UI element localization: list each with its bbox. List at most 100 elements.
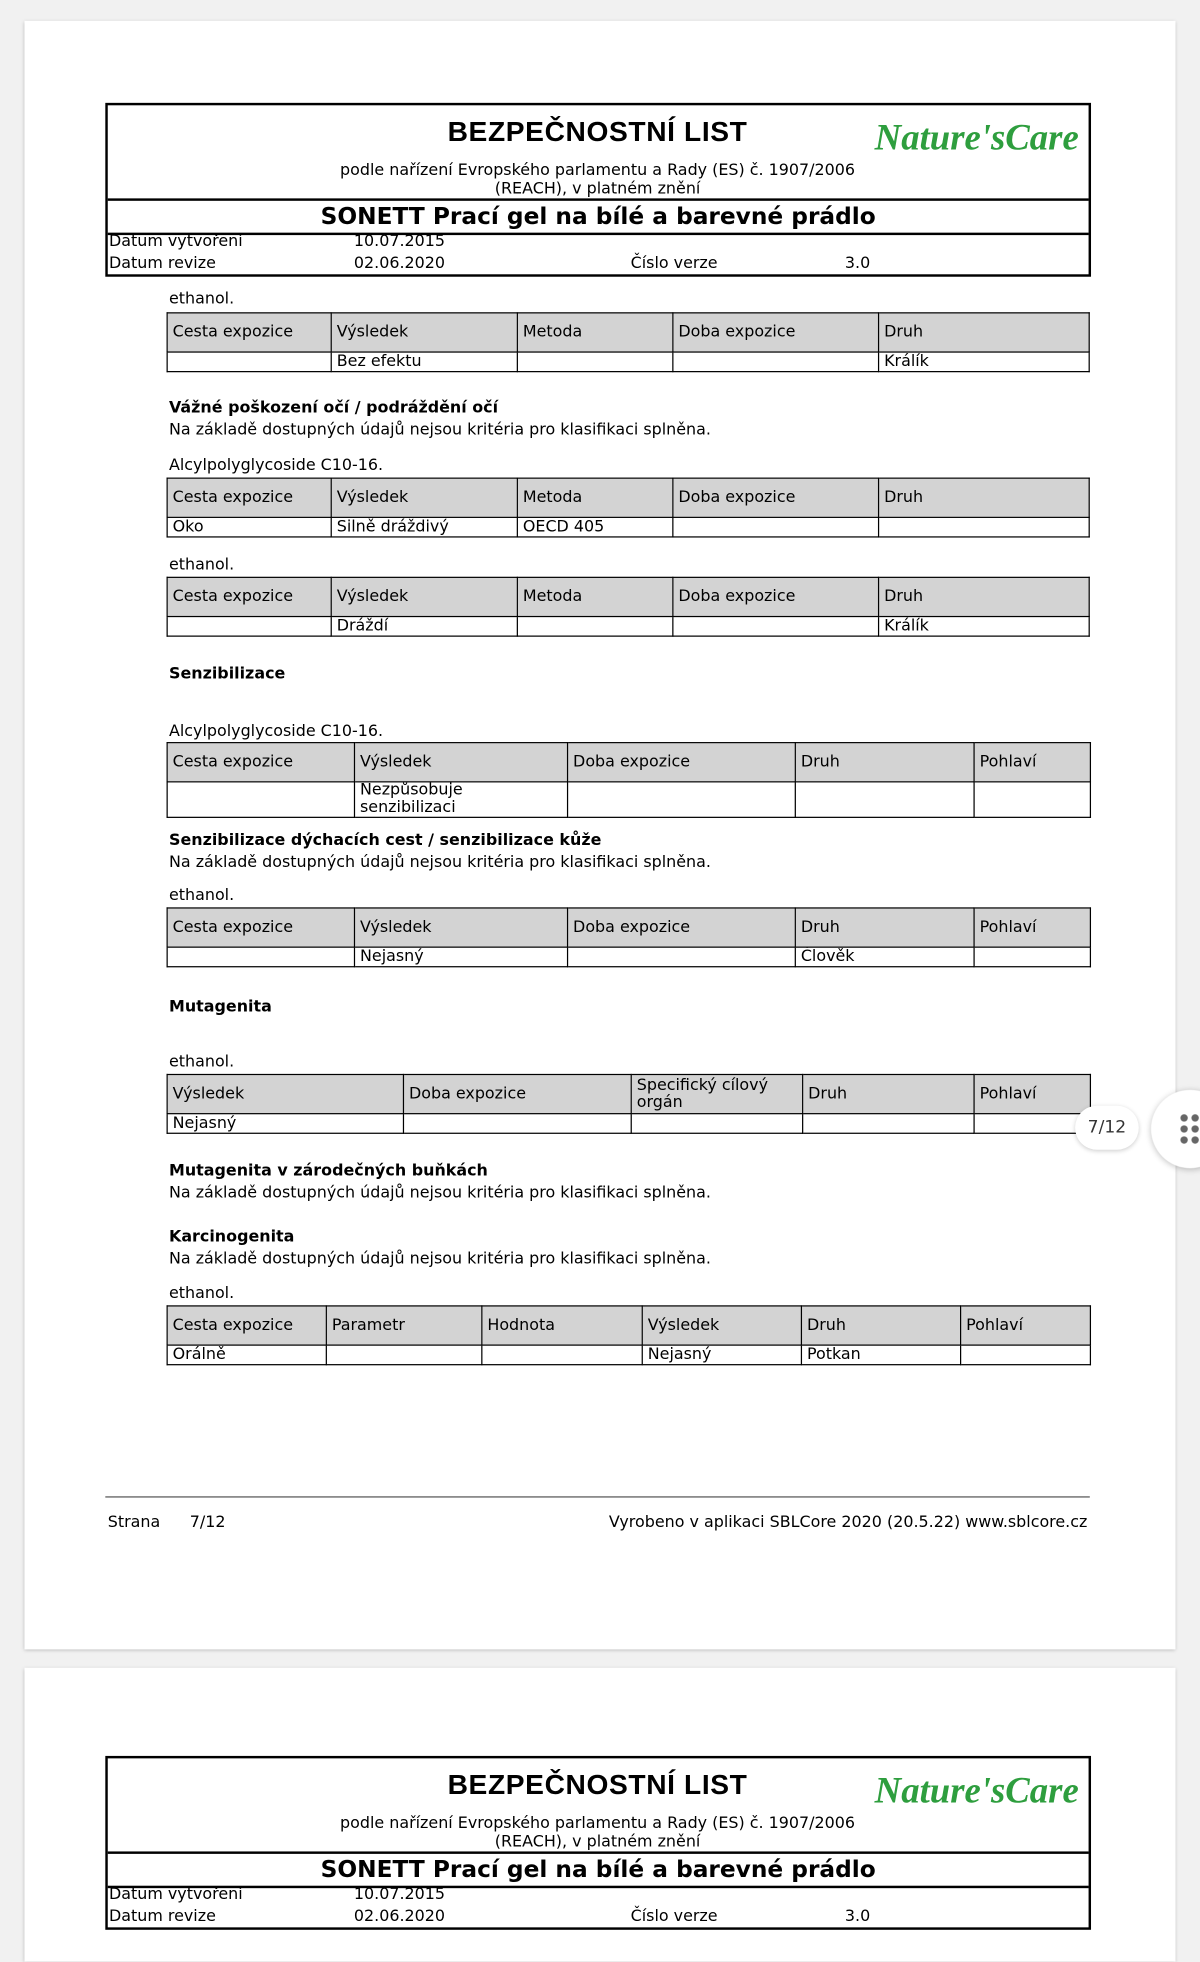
document-header: BEZPEČNOSTNÍ LIST Nature'sCare podle nař…	[105, 102, 1092, 277]
section-heading: Mutagenita	[168, 997, 272, 1017]
doc-title: BEZPEČNOSTNÍ LIST	[447, 1768, 748, 1801]
revision-label: Datum revize	[108, 1907, 216, 1927]
table-cell	[960, 1344, 1092, 1366]
doc-subtitle: podle nařízení Evropského parlamentu a R…	[340, 161, 856, 199]
doc-title: BEZPEČNOSTNÍ LIST	[447, 115, 748, 147]
table-cell: Nezpůsobuje senzibilizaci	[353, 781, 569, 818]
version-label: Číslo verze	[630, 254, 718, 274]
column-header: Doba expozice	[672, 576, 880, 618]
section-text: Na základě dostupných údajů nejsou krité…	[168, 1250, 711, 1269]
revision-date: 02.06.2020	[353, 1907, 446, 1927]
column-header: Pohlaví	[960, 1305, 1092, 1346]
section-text: ethanol.	[168, 555, 235, 575]
tox-table: Cesta expozice Výsledek Doba expozice Druh P…	[166, 907, 1092, 968]
section-text: Alcylpolyglycoside C10-16.	[168, 456, 384, 476]
revision-label: Datum revize	[108, 254, 216, 274]
column-header: Cesta expozice	[166, 742, 356, 783]
section-heading: Mutagenita v zárodečných buňkách	[168, 1162, 488, 1181]
column-header: Druh	[877, 576, 1090, 618]
table-row: Nejasný Člověk	[166, 946, 1092, 968]
header-row: Výsledek Doba expozice Specifický cílový o…	[166, 1073, 1092, 1115]
created-label: Datum vytvoření	[108, 232, 243, 252]
section-text: Na základě dostupných údajů nejsou krité…	[168, 853, 711, 872]
column-header: Výsledek	[330, 477, 518, 518]
column-header: Doba expozice	[566, 742, 796, 783]
column-header: Výsledek	[641, 1305, 803, 1346]
column-header: Druh	[877, 312, 1090, 353]
column-header: Parametr	[325, 1305, 483, 1346]
section-text: Na základě dostupných údajů nejsou krité…	[168, 421, 711, 440]
column-header: Druh	[794, 742, 975, 783]
table-cell: Králík	[877, 615, 1090, 637]
table-cell	[672, 516, 880, 538]
header-row: Cesta expozice Výsledek Metoda Doba expozic…	[166, 312, 1090, 353]
doc-subtitle: podle nařízení Evropského parlamentu a R…	[340, 1814, 856, 1852]
table-cell	[566, 946, 796, 968]
table-cell	[325, 1344, 483, 1366]
page-indicator: 7/12	[1075, 1105, 1139, 1150]
version-value: 3.0	[844, 254, 871, 274]
column-header: Druh	[877, 477, 1090, 518]
table-cell	[672, 351, 880, 373]
section-text: Alcylpolyglycoside C10-16.	[168, 722, 384, 741]
header-row: Cesta expozice Výsledek Metoda Doba expozic…	[166, 576, 1090, 618]
section-text: Na základě dostupných údajů nejsou krité…	[168, 1184, 711, 1203]
section-heading: Senzibilizace	[168, 664, 286, 684]
table-cell: Nejasný	[166, 1113, 405, 1134]
table-cell: Nejasný	[353, 946, 569, 968]
table-cell	[802, 1113, 975, 1134]
header-row: Cesta expozice Výsledek Doba expozice Druh P…	[166, 742, 1092, 783]
column-header: Metoda	[516, 312, 674, 353]
header-row: Cesta expozice Výsledek Metoda Doba expozic…	[166, 477, 1090, 518]
column-header: Doba expozice	[672, 312, 880, 353]
column-header: Výsledek	[166, 1073, 405, 1115]
table-cell	[630, 1113, 804, 1134]
column-header: Výsledek	[330, 576, 518, 618]
column-header: Pohlaví	[973, 907, 1092, 948]
version-label: Číslo verze	[630, 1907, 718, 1927]
section-text: ethanol.	[168, 1284, 235, 1303]
column-header: Pohlaví	[973, 742, 1092, 783]
table-cell: Orálně	[166, 1344, 327, 1366]
document-header: BEZPEČNOSTNÍ LIST Nature'sCare podle nař…	[105, 1755, 1092, 1930]
table-cell	[166, 946, 356, 968]
table-cell	[516, 615, 674, 637]
table-row: Orálně Nejasný Potkan	[166, 1344, 1092, 1366]
natures-care-logo: Nature'sCare	[874, 1770, 1079, 1812]
table-cell	[516, 351, 674, 373]
column-header: Hodnota	[481, 1305, 643, 1346]
column-header: Doba expozice	[672, 477, 880, 518]
created-label: Datum vytvoření	[108, 1885, 243, 1905]
column-header: Druh	[802, 1073, 975, 1115]
table-cell	[402, 1113, 632, 1134]
table-cell	[672, 615, 880, 637]
header-row: Cesta expozice Parametr Hodnota Výsledek Dru…	[166, 1305, 1092, 1346]
tox-table: Cesta expozice Výsledek Metoda Doba expozic…	[166, 312, 1090, 373]
created-date: 10.07.2015	[353, 1885, 446, 1905]
page-7	[24, 20, 1176, 1650]
column-header: Cesta expozice	[166, 312, 332, 353]
column-header: Doba expozice	[566, 907, 796, 948]
tox-table: Cesta expozice Výsledek Metoda Doba expozic…	[166, 477, 1090, 538]
footer-page-label: Strana	[107, 1513, 161, 1532]
table-cell: Králík	[877, 351, 1090, 373]
section-text: ethanol.	[168, 290, 235, 309]
created-date: 10.07.2015	[353, 232, 446, 252]
table-cell	[166, 351, 332, 373]
version-value: 3.0	[844, 1907, 871, 1927]
table-cell: Potkan	[800, 1344, 962, 1366]
table-row: Nejasný	[166, 1113, 1092, 1134]
column-header: Specifický cílový orgán	[630, 1073, 804, 1115]
table-row: Oko Silně dráždivý OECD 405	[166, 516, 1090, 538]
column-header: Metoda	[516, 477, 674, 518]
section-heading: Vážné poškození očí / podráždění očí	[168, 399, 499, 418]
column-header: Výsledek	[353, 742, 569, 783]
revision-date: 02.06.2020	[353, 254, 446, 274]
section-text: ethanol.	[168, 1053, 235, 1072]
table-cell: Nejasný	[641, 1344, 803, 1366]
table-cell	[973, 781, 1092, 818]
header-row: Cesta expozice Výsledek Doba expozice Druh P…	[166, 907, 1092, 948]
section-heading: Karcinogenita	[168, 1228, 295, 1247]
column-header: Cesta expozice	[166, 907, 356, 948]
table-cell	[166, 615, 332, 637]
